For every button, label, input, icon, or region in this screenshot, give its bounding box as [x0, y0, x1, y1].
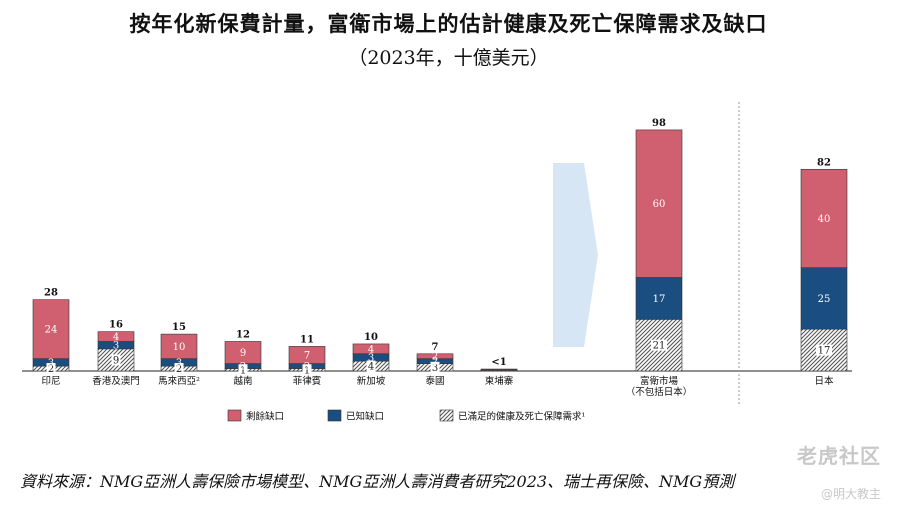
data-label-remaining: 40 — [818, 214, 831, 225]
data-label-known: 17 — [653, 294, 666, 305]
total-label: 98 — [652, 118, 666, 129]
category-label: 新加坡 — [357, 375, 386, 387]
data-label-met: 2 — [48, 364, 54, 375]
total-label: 11 — [300, 334, 314, 345]
data-label-bg — [46, 363, 56, 375]
data-label-remaining: 60 — [653, 199, 666, 210]
watermark-brand: 老虎社区 — [797, 444, 881, 468]
total-label: 16 — [109, 320, 123, 331]
data-label-remaining: 4 — [113, 332, 119, 343]
data-label-remaining: 9 — [240, 348, 246, 359]
bar-segment-remaining — [32, 299, 70, 360]
legend-swatch-remaining — [227, 409, 242, 422]
data-label-bg — [174, 363, 184, 375]
transition-arrow — [553, 163, 598, 347]
data-label-bg — [302, 364, 312, 376]
legend-swatch-known — [327, 409, 342, 422]
category-label: 馬來西亞² — [158, 376, 200, 387]
category-label: （不包括日本） — [626, 386, 693, 398]
data-label-bg — [651, 339, 667, 351]
category-label: 香港及澳門 — [92, 375, 140, 387]
data-label-met: 1 — [304, 365, 310, 376]
watermark-user: @明大教主 — [820, 487, 881, 501]
category-label: 印尼 — [41, 375, 60, 387]
data-label-known: 3 — [176, 358, 182, 369]
data-label-remaining: 7 — [304, 351, 310, 362]
category-label: 柬埔寨 — [485, 375, 514, 387]
data-label-remaining: 24 — [45, 325, 58, 336]
bar-segment-known — [800, 267, 848, 330]
data-label-met: 2 — [176, 364, 182, 375]
source-note: 資料來源：NMG亞洲人壽保險市場模型、NMG亞洲人壽消費者研究2023、瑞士再保… — [20, 472, 735, 491]
total-label: 28 — [44, 288, 58, 299]
total-label: 15 — [172, 322, 186, 333]
bar-segment-known — [635, 277, 683, 320]
legend-label-met: 已滿足的健康及死亡保障需求¹ — [458, 411, 586, 423]
data-label-known: 2 — [432, 357, 438, 368]
bar-segment-remaining — [160, 333, 198, 360]
data-label-met: 4 — [368, 362, 374, 373]
data-label-known: 2 — [304, 362, 310, 373]
data-label-met: 1 — [240, 365, 246, 376]
total-label: 7 — [432, 342, 439, 353]
data-label-known: 25 — [818, 294, 831, 305]
watermark: 老虎社区 @明大教主 — [797, 440, 881, 502]
data-label-met: 3 — [432, 363, 438, 374]
data-label-remaining: 2 — [432, 352, 438, 363]
data-label-bg — [816, 344, 832, 356]
data-label-remaining: 4 — [368, 344, 374, 355]
legend-label-known: 已知缺口 — [346, 411, 384, 423]
bar-segment-remaining — [97, 331, 135, 342]
legend-label-remaining: 剩餘缺口 — [246, 411, 284, 423]
data-label-bg — [238, 364, 248, 376]
bar-segment-remaining — [416, 353, 454, 359]
category-label: 富衛市場 — [640, 375, 679, 387]
data-label-known: 3 — [48, 358, 54, 369]
data-label-met: 17 — [818, 346, 831, 357]
total-label: 10 — [364, 332, 378, 343]
bar-segment-remaining — [224, 341, 262, 364]
data-label-known: 3 — [368, 353, 374, 364]
data-label-known: 2 — [240, 362, 246, 373]
total-label: 12 — [236, 329, 250, 340]
bar-segment-remaining — [288, 346, 326, 364]
data-label-bg — [366, 360, 376, 372]
total-label: <1 — [491, 357, 506, 368]
bar-segment-remaining — [352, 343, 390, 355]
category-label: 越南 — [233, 375, 252, 387]
category-label: 泰國 — [425, 375, 444, 387]
chart-subtitle: （2023年，十億美元） — [348, 47, 549, 69]
category-label: 日本 — [814, 375, 834, 387]
data-label-remaining: 10 — [173, 342, 186, 353]
bar-segment-remaining — [635, 129, 683, 278]
data-label-met: 21 — [653, 341, 666, 352]
total-label: 82 — [817, 157, 831, 168]
data-label-met: 9 — [113, 355, 119, 366]
data-label-bg — [430, 361, 440, 373]
bar-segment-remaining — [480, 368, 518, 371]
legend-swatch-met — [439, 409, 454, 422]
bar-segment-remaining — [800, 168, 848, 268]
data-label-known: 3 — [113, 341, 119, 352]
data-label-bg — [111, 354, 121, 366]
chart-title: 按年化新保費計量，富衛市場上的估計健康及死亡保障需求及缺口 — [129, 11, 768, 36]
category-label: 菲律賓 — [293, 375, 322, 387]
